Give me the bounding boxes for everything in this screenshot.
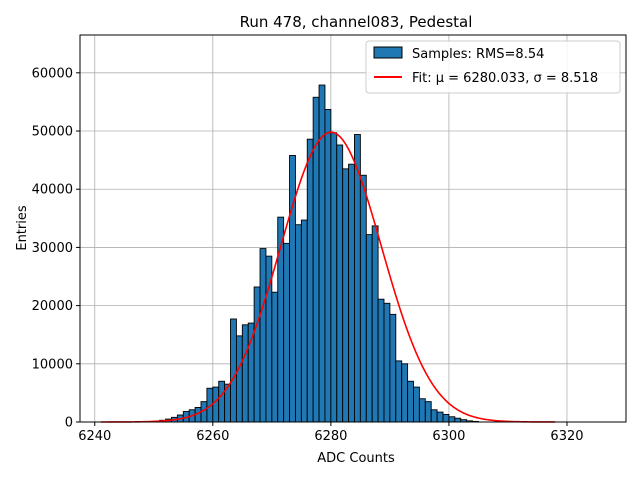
histogram-bar: [389, 313, 397, 423]
y-tick-label: 20000: [32, 299, 73, 314]
legend: Samples: RMS=8.54 Fit: μ = 6280.033, σ =…: [365, 40, 621, 94]
histogram-bar: [413, 386, 420, 423]
histogram-bar: [348, 163, 355, 423]
histogram-bar: [283, 242, 290, 423]
histogram-bar: [300, 219, 308, 423]
histogram-bar: [442, 413, 450, 423]
x-tick-label: 6320: [550, 429, 583, 444]
histogram-bar: [324, 109, 332, 423]
histogram-bar: [342, 168, 350, 423]
histogram-bar: [230, 318, 237, 423]
histogram-bar: [235, 335, 243, 423]
histogram-bar: [383, 302, 391, 423]
histogram-bar: [306, 138, 314, 423]
histogram-bar: [371, 225, 379, 423]
x-tick-label: 6240: [78, 429, 111, 444]
y-tick-label: 30000: [32, 241, 73, 256]
legend-label-samples: Samples: RMS=8.54: [412, 47, 544, 62]
histogram-bar: [407, 380, 414, 423]
histogram-bar: [359, 174, 367, 423]
x-tick-label: 6280: [314, 429, 347, 444]
histogram-bar: [430, 409, 438, 423]
y-tick-label: 40000: [32, 183, 73, 198]
histogram-bar: [271, 291, 279, 423]
chart-title: Run 478, channel083, Pedestal: [240, 13, 473, 31]
histogram-bar: [354, 134, 361, 423]
histogram-bar: [259, 248, 267, 423]
x-axis-ticks: 6240 6260 6280 6300 6320: [78, 422, 584, 444]
histogram-bar: [330, 132, 338, 423]
histogram-bar: [241, 324, 249, 423]
x-tick-label: 6300: [432, 429, 465, 444]
y-axis-label: Entries: [15, 205, 30, 251]
legend-box: [365, 40, 621, 94]
histogram-bar: [454, 417, 462, 423]
histogram-bar: [448, 416, 456, 423]
histogram-bar: [377, 298, 385, 423]
histogram-bar: [365, 234, 373, 423]
legend-label-fit: Fit: μ = 6280.033, σ = 8.518: [412, 71, 598, 86]
histogram-bar: [395, 360, 403, 423]
fit-curve-layer: [100, 131, 556, 423]
histogram-bar: [294, 224, 302, 423]
y-axis-ticks: 0 10000 20000 30000 40000 50000 60000: [32, 66, 80, 431]
histogram-bar: [418, 398, 426, 423]
histogram-bar: [424, 401, 432, 423]
gaussian-fit-line: [100, 131, 556, 423]
histogram-bar: [401, 363, 409, 423]
histogram-bar: [289, 155, 296, 423]
histogram-bars: [153, 84, 479, 423]
y-tick-label: 60000: [32, 66, 73, 81]
x-axis-label: ADC Counts: [317, 451, 395, 466]
x-tick-label: 6260: [196, 429, 229, 444]
y-tick-label: 0: [65, 416, 73, 431]
y-tick-label: 10000: [32, 357, 73, 372]
y-tick-label: 50000: [32, 125, 73, 140]
legend-swatch-samples: [373, 46, 403, 59]
histogram-bar: [218, 380, 226, 423]
histogram-bar: [212, 386, 220, 423]
histogram-bar: [336, 144, 344, 423]
plot-frame: [79, 34, 627, 423]
histogram-bar: [253, 286, 261, 423]
histogram-bar: [436, 411, 444, 423]
